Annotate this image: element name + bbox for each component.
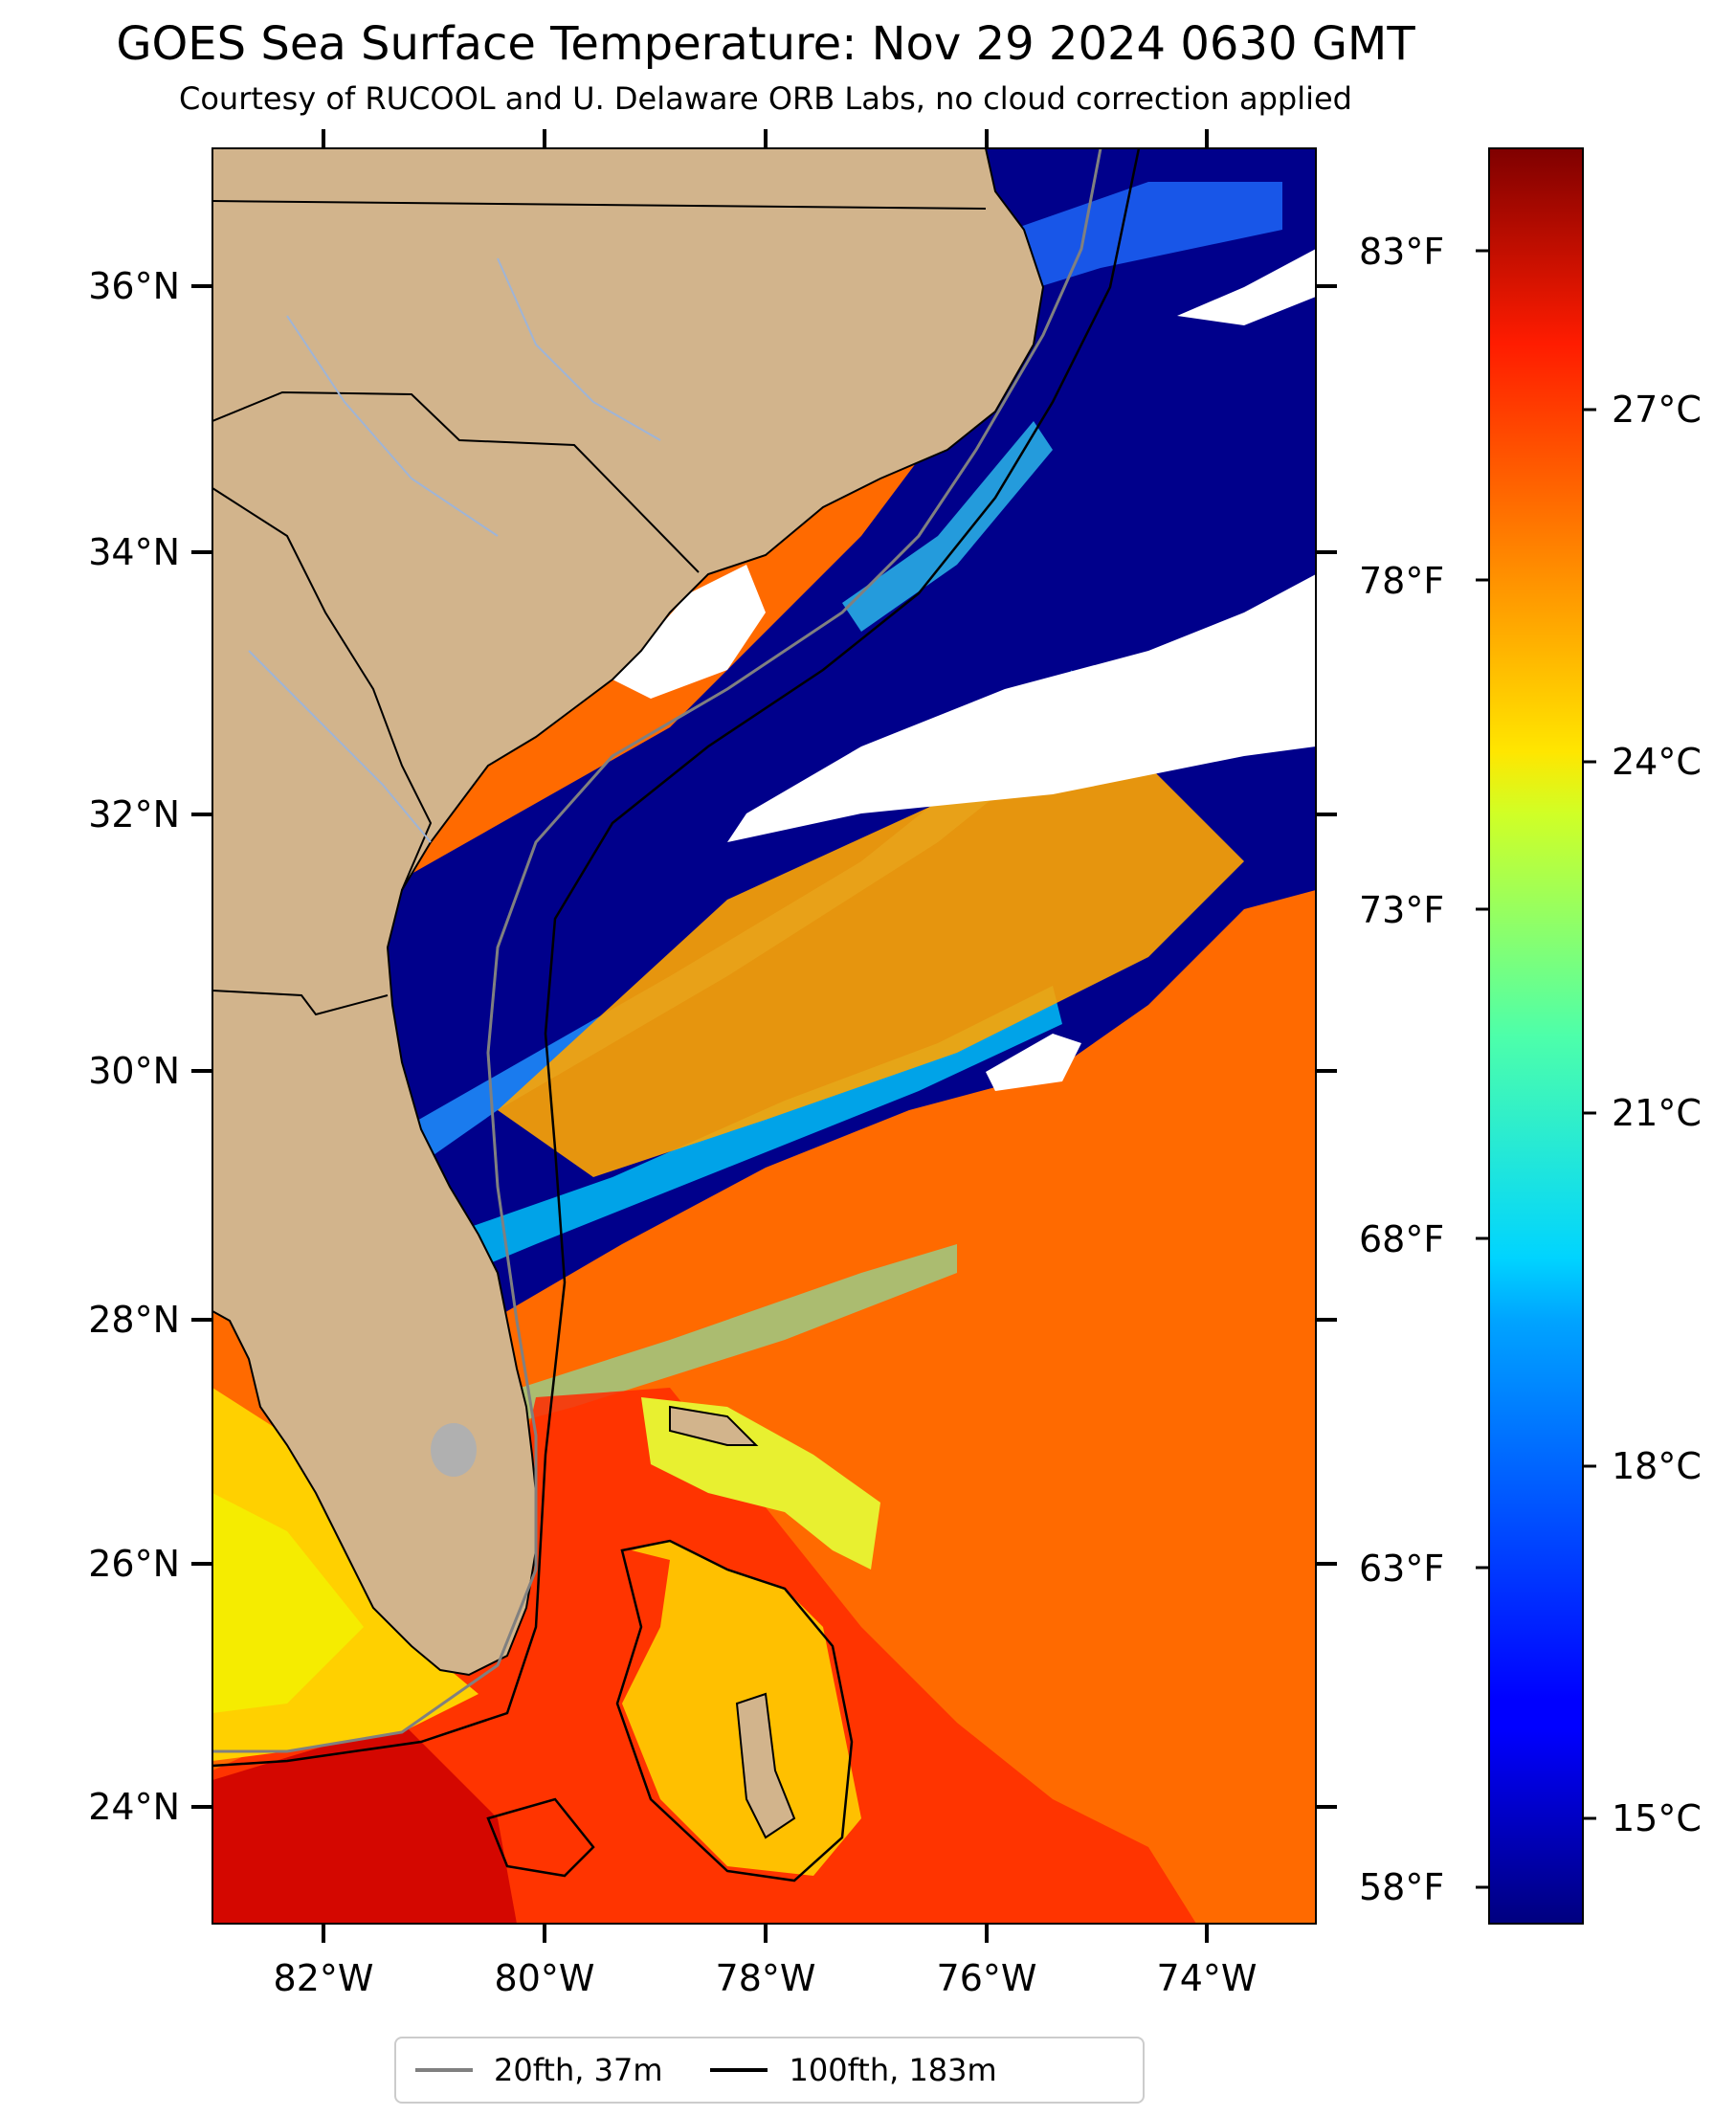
- cloud-mask-3: [986, 1034, 1081, 1091]
- cloud-mask-4: [1177, 249, 1316, 325]
- lat-ticks-left: [191, 284, 212, 1809]
- fahrenheit-labels: 83°F 78°F 73°F 68°F 63°F 58°F: [1359, 231, 1444, 1908]
- lat-ticks-right: [1316, 284, 1337, 1809]
- gulf-cool-shelf: [212, 1493, 364, 1713]
- lake-okeechobee: [431, 1423, 477, 1477]
- warm-eddy-region: [498, 766, 1244, 1177]
- cloud-mask-1: [727, 574, 1316, 842]
- map-title: GOES Sea Surface Temperature: Nov 29 202…: [116, 17, 1415, 71]
- c-label-24: 24°C: [1612, 741, 1702, 783]
- legend-item-100fth: 100fth, 183m: [710, 2052, 997, 2088]
- lat-label-36: 36°N: [88, 265, 180, 307]
- sst-map: [212, 148, 1316, 1924]
- lon-label-74: 74°W: [1157, 1957, 1257, 1999]
- lat-label-28: 28°N: [88, 1299, 180, 1341]
- fahrenheit-ticks: [1476, 249, 1489, 1889]
- lat-label-24: 24°N: [88, 1786, 180, 1828]
- contour-100fth: [212, 148, 1141, 1768]
- ga-fl-border: [212, 990, 389, 1016]
- c-label-27: 27°C: [1612, 389, 1702, 431]
- legend-label-20fth: 20fth, 37m: [494, 2052, 663, 2088]
- contour-cay-sal: [486, 1797, 595, 1878]
- legend-label-100fth: 100fth, 183m: [789, 2052, 997, 2088]
- f-label-78: 78°F: [1359, 560, 1444, 602]
- colorbar: [1488, 147, 1584, 1925]
- cool-band-5: [431, 1244, 957, 1445]
- warmest-strait-region: [212, 1723, 517, 1924]
- cool-band-3: [842, 421, 1053, 632]
- lon-ticks: [322, 129, 1209, 1943]
- nc-sc-border: [212, 390, 700, 573]
- little-bahama-bank: [641, 1397, 880, 1570]
- lon-label-82: 82°W: [274, 1957, 374, 1999]
- lat-labels: 36°N 34°N 32°N 30°N 28°N 26°N 24°N: [88, 265, 180, 1828]
- celsius-ticks: [1583, 408, 1596, 1820]
- lat-label-32: 32°N: [88, 793, 180, 835]
- cloud-mask-2: [612, 565, 766, 699]
- contour-legend: 20fth, 37m 100fth, 183m: [394, 2037, 1145, 2104]
- lat-label-30: 30°N: [88, 1050, 180, 1092]
- lon-labels: 82°W 80°W 78°W 76°W 74°W: [274, 1957, 1257, 1999]
- f-label-63: 63°F: [1359, 1548, 1444, 1590]
- lon-label-76: 76°W: [937, 1957, 1037, 1999]
- legend-item-20fth: 20fth, 37m: [415, 2052, 662, 2088]
- f-label-58: 58°F: [1359, 1866, 1444, 1908]
- grand-bahama-island: [669, 1405, 759, 1446]
- andros-island: [735, 1692, 796, 1839]
- map-subtitle: Courtesy of RUCOOL and U. Delaware ORB L…: [179, 80, 1352, 117]
- nc-va-border: [212, 200, 987, 210]
- lon-label-78: 78°W: [716, 1957, 816, 1999]
- legend-swatch-black: [710, 2068, 768, 2072]
- lat-label-34: 34°N: [88, 531, 180, 573]
- land-mass: [212, 148, 1045, 1677]
- celsius-labels: 27°C 24°C 21°C 18°C 15°C: [1612, 389, 1702, 1839]
- lat-label-26: 26°N: [88, 1543, 180, 1585]
- c-label-21: 21°C: [1612, 1092, 1702, 1134]
- river-1: [497, 257, 661, 441]
- river-2: [286, 315, 499, 537]
- contour-20fth: [212, 148, 1102, 1753]
- c-label-18: 18°C: [1612, 1445, 1702, 1487]
- c-label-15: 15°C: [1612, 1797, 1702, 1839]
- river-3: [248, 650, 432, 843]
- sc-ga-border: [212, 487, 433, 891]
- legend-swatch-gray: [415, 2068, 473, 2072]
- contour-bahama-bank: [615, 1539, 854, 1882]
- f-label-83: 83°F: [1359, 231, 1444, 273]
- f-label-68: 68°F: [1359, 1218, 1444, 1260]
- f-label-73: 73°F: [1359, 889, 1444, 931]
- lon-label-80: 80°W: [495, 1957, 595, 1999]
